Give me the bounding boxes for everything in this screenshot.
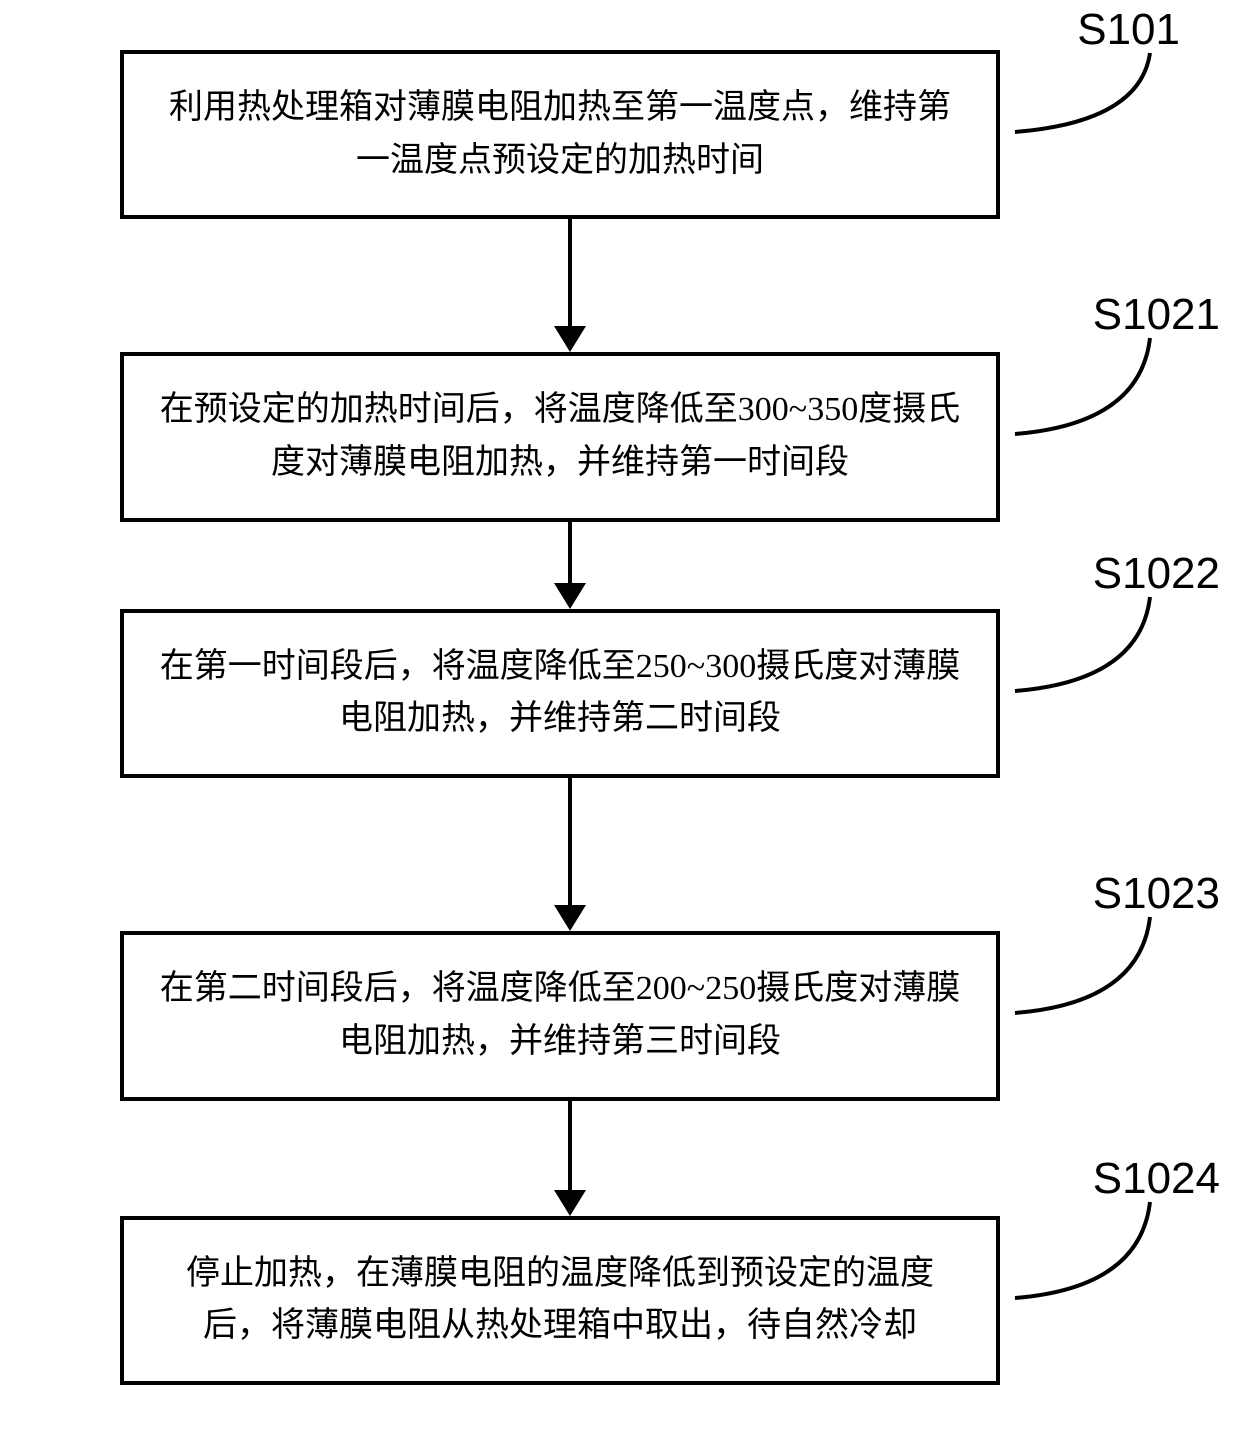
arrow-head-icon — [554, 583, 586, 609]
arrow-shaft — [568, 778, 572, 906]
arrow-head-icon — [554, 326, 586, 352]
step-label: S1021 — [1093, 290, 1220, 340]
step-box: 在第二时间段后，将温度降低至200~250摄氏度对薄膜电阻加热，并维持第三时间段 — [120, 931, 1000, 1100]
label-connector — [1000, 330, 1180, 442]
flowchart-container: 利用热处理箱对薄膜电阻加热至第一温度点，维持第一温度点预设定的加热时间S101 在… — [120, 50, 1020, 1385]
label-connector — [1000, 909, 1180, 1021]
label-connector — [1000, 1194, 1180, 1306]
step-box: 停止加热，在薄膜电阻的温度降低到预设定的温度后，将薄膜电阻从热处理箱中取出，待自… — [120, 1216, 1000, 1385]
step-box: 在第一时间段后，将温度降低至250~300摄氏度对薄膜电阻加热，并维持第二时间段 — [120, 609, 1000, 778]
flow-step: 停止加热，在薄膜电阻的温度降低到预设定的温度后，将薄膜电阻从热处理箱中取出，待自… — [120, 1216, 1020, 1385]
arrow-shaft — [568, 522, 572, 584]
arrow-down-icon — [554, 778, 586, 931]
arrow-down-icon — [554, 522, 586, 609]
flow-step: 在预设定的加热时间后，将温度降低至300~350度摄氏度对薄膜电阻加热，并维持第… — [120, 352, 1020, 521]
label-connector — [1000, 45, 1180, 140]
arrow-head-icon — [554, 1190, 586, 1216]
arrow-shaft — [568, 219, 572, 327]
arrow-shaft — [568, 1101, 572, 1191]
flow-step: 在第一时间段后，将温度降低至250~300摄氏度对薄膜电阻加热，并维持第二时间段… — [120, 609, 1020, 778]
arrow-head-icon — [554, 905, 586, 931]
step-box: 利用热处理箱对薄膜电阻加热至第一温度点，维持第一温度点预设定的加热时间 — [120, 50, 1000, 219]
arrow-down-icon — [554, 1101, 586, 1216]
arrow-down-icon — [554, 219, 586, 352]
label-connector — [1000, 589, 1180, 699]
step-label: S1023 — [1093, 869, 1220, 919]
step-label: S1024 — [1093, 1154, 1220, 1204]
step-label: S1022 — [1093, 549, 1220, 599]
flow-step: 利用热处理箱对薄膜电阻加热至第一温度点，维持第一温度点预设定的加热时间S101 — [120, 50, 1020, 219]
step-label: S101 — [1077, 5, 1180, 55]
step-box: 在预设定的加热时间后，将温度降低至300~350度摄氏度对薄膜电阻加热，并维持第… — [120, 352, 1000, 521]
flow-step: 在第二时间段后，将温度降低至200~250摄氏度对薄膜电阻加热，并维持第三时间段… — [120, 931, 1020, 1100]
